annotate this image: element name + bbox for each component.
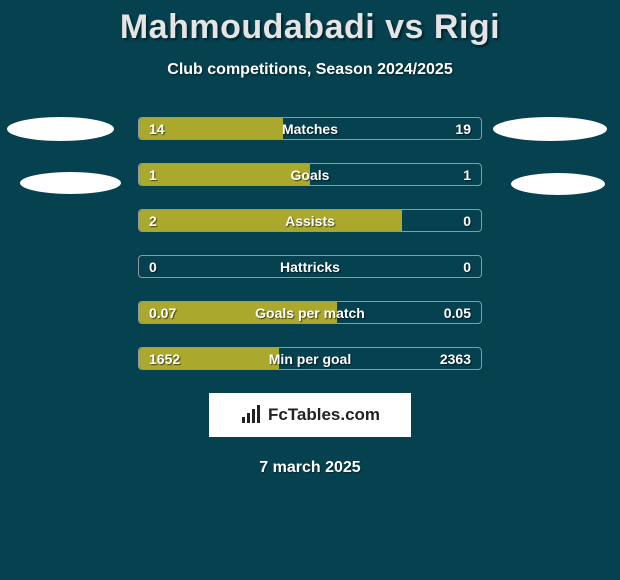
page-title: Mahmoudabadi vs Rigi <box>0 0 620 47</box>
stat-label: Hattricks <box>280 259 340 275</box>
stat-left-value: 0 <box>149 259 157 275</box>
bar-fill <box>139 210 402 231</box>
bar-track: 2 Assists 0 <box>138 209 482 232</box>
comparison-chart: 14 Matches 19 1 Goals 1 2 Assists 0 0 Hattricks 0 0.… <box>0 117 620 370</box>
stat-label: Goals per match <box>255 305 365 321</box>
stat-right-value: 19 <box>455 121 471 137</box>
stat-row: 0 Hattricks 0 <box>0 255 620 278</box>
stat-right-value: 1 <box>463 167 471 183</box>
stat-label: Goals <box>291 167 330 183</box>
stat-label: Assists <box>285 213 335 229</box>
stat-left-value: 1 <box>149 167 157 183</box>
stat-right-value: 0.05 <box>444 305 471 321</box>
stat-row: 1652 Min per goal 2363 <box>0 347 620 370</box>
stat-left-value: 1652 <box>149 351 180 367</box>
bar-track: 1 Goals 1 <box>138 163 482 186</box>
stat-label: Matches <box>282 121 338 137</box>
logo-text: FcTables.com <box>268 405 380 425</box>
stat-right-value: 0 <box>463 213 471 229</box>
stat-row: 2 Assists 0 <box>0 209 620 232</box>
bar-track: 1652 Min per goal 2363 <box>138 347 482 370</box>
stat-right-value: 2363 <box>440 351 471 367</box>
bar-track: 0 Hattricks 0 <box>138 255 482 278</box>
bar-fill <box>139 164 310 185</box>
bar-track: 0.07 Goals per match 0.05 <box>138 301 482 324</box>
logo-box: FcTables.com <box>209 393 411 437</box>
bar-track: 14 Matches 19 <box>138 117 482 140</box>
stat-row: 0.07 Goals per match 0.05 <box>0 301 620 324</box>
stat-left-value: 0.07 <box>149 305 176 321</box>
stat-right-value: 0 <box>463 259 471 275</box>
subtitle: Club competitions, Season 2024/2025 <box>0 61 620 79</box>
bar-chart-icon <box>240 405 262 425</box>
stat-left-value: 14 <box>149 121 165 137</box>
date-label: 7 march 2025 <box>0 459 620 477</box>
stat-row: 1 Goals 1 <box>0 163 620 186</box>
stat-left-value: 2 <box>149 213 157 229</box>
stat-row: 14 Matches 19 <box>0 117 620 140</box>
stat-label: Min per goal <box>269 351 351 367</box>
